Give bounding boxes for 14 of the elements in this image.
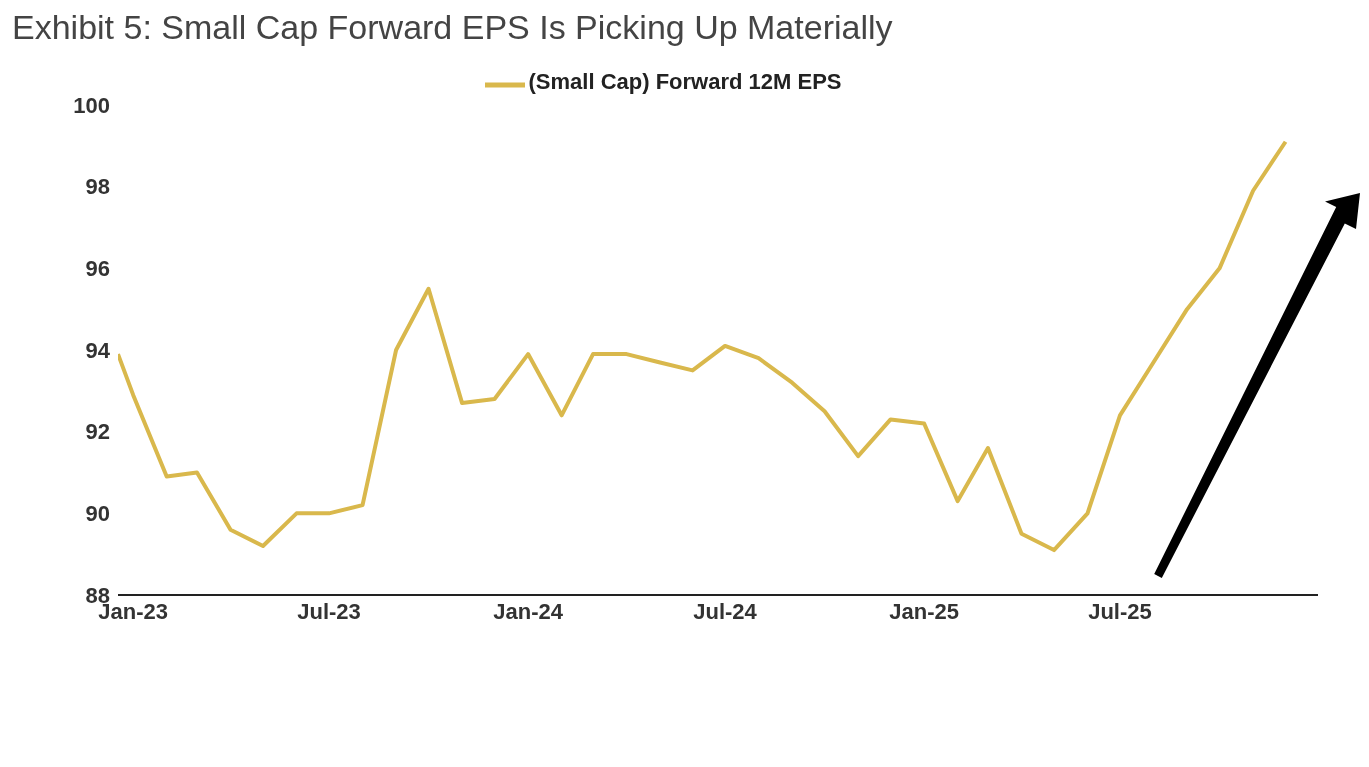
line-series	[118, 139, 1288, 553]
x-tick-label: Jan-24	[493, 598, 564, 624]
legend-label: (Small Cap) Forward 12M EPS	[528, 69, 842, 95]
y-tick-label: 100	[73, 92, 110, 118]
y-tick-label: 94	[85, 337, 111, 363]
x-tick-label: Jul-23	[297, 598, 361, 624]
y-tick-label: 96	[85, 256, 110, 282]
x-tick-label: Jul-24	[693, 598, 758, 624]
y-tick-label: 92	[85, 419, 110, 445]
x-tick-label: Jan-25	[889, 598, 959, 624]
chart-title: Exhibit 5: Small Cap Forward EPS Is Picking Up Materially	[11, 8, 894, 48]
y-tick-label: 90	[85, 501, 110, 527]
y-tick-label: 98	[85, 174, 110, 200]
x-tick-label: Jul-25	[1088, 598, 1152, 624]
